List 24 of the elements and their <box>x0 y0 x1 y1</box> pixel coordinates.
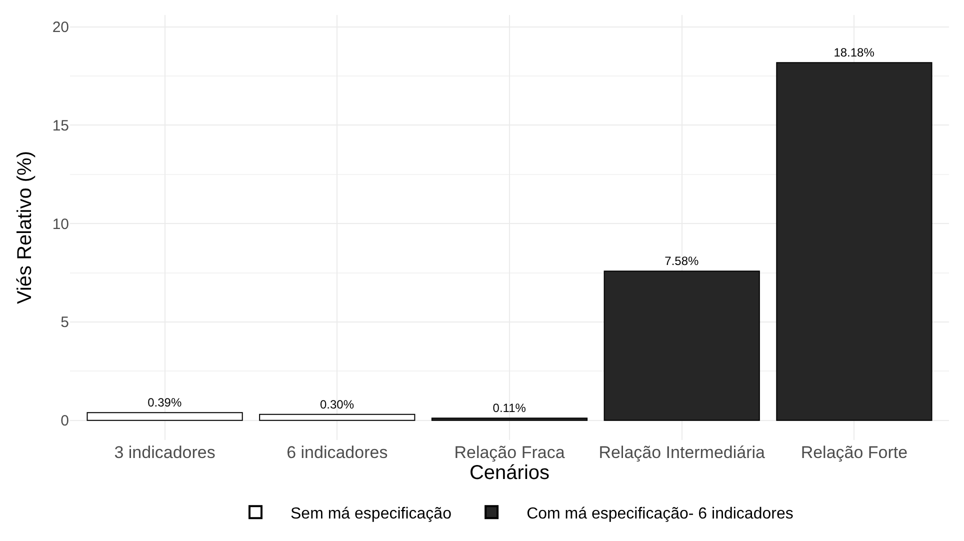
x-tick-label: Relação Fraca <box>454 443 566 462</box>
x-axis-title: Cenários <box>469 462 550 484</box>
legend-label: Sem má especificação <box>290 505 452 522</box>
x-tick-label: Relação Forte <box>800 443 908 462</box>
data-label: 0.11% <box>492 401 526 416</box>
y-tick-label: 10 <box>52 216 69 233</box>
x-tick-label: 6 indicadores <box>286 443 388 462</box>
bar <box>604 270 760 421</box>
bar <box>776 62 932 421</box>
y-axis-title: Viés Relativo (%) <box>14 150 36 304</box>
data-label: 18.18% <box>834 46 875 60</box>
bar <box>259 414 416 421</box>
bar <box>431 418 588 421</box>
x-tick-label: 3 indicadores <box>114 443 216 462</box>
y-tick-label: 5 <box>60 314 69 332</box>
y-tick-label: 15 <box>52 117 69 134</box>
data-label: 0.30% <box>320 397 354 412</box>
data-label: 7.58% <box>664 254 700 268</box>
y-tick-label: 20 <box>52 19 69 36</box>
data-label: 0.39% <box>148 396 182 410</box>
y-tick-label: 0 <box>60 412 69 430</box>
legend-label: Com má especificação- 6 indicadores <box>526 505 794 522</box>
x-tick-label: Relação Intermediária <box>598 443 766 462</box>
bar <box>86 412 243 421</box>
